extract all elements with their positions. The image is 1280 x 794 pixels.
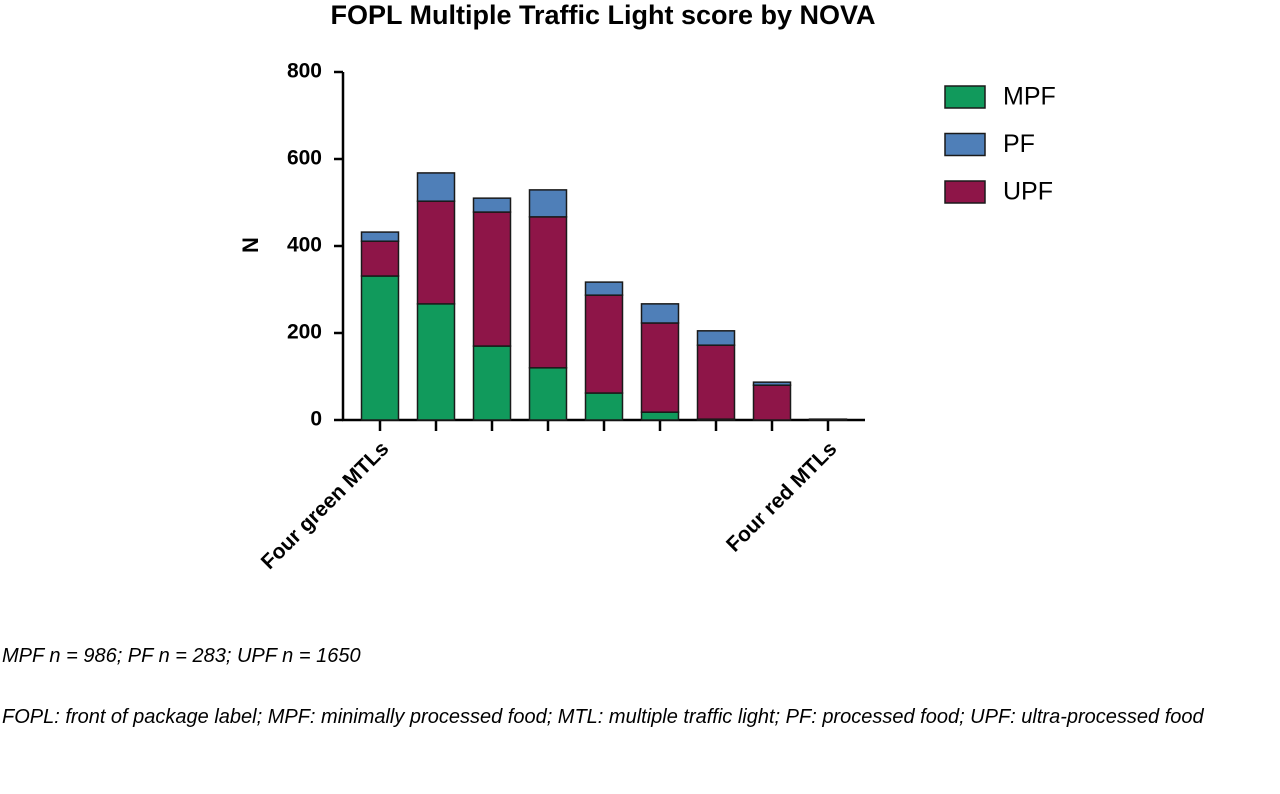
bar-segment [696, 344, 736, 420]
x-tick-label: Four red MTLs [722, 437, 841, 556]
legend-label: MPF [1003, 83, 1056, 111]
bar-segment [584, 392, 624, 421]
bar-segment [360, 231, 400, 242]
legend-swatch [944, 132, 986, 157]
legend-swatch [944, 180, 986, 204]
bar-segment [584, 294, 624, 394]
bar-segment [528, 189, 568, 218]
bar-segment [584, 281, 624, 296]
bar-segment [360, 275, 400, 421]
y-tick-label: 600 [287, 147, 322, 170]
bar-segment [752, 384, 792, 421]
bar-segment [416, 303, 456, 421]
chart-title: FOPL Multiple Traffic Light score by NOV… [330, 0, 875, 30]
y-tick-label: 800 [287, 60, 322, 83]
bar-segment [360, 240, 400, 277]
y-tick-label: 0 [310, 408, 322, 431]
bar-segment [416, 172, 456, 202]
bar-segment [640, 322, 680, 413]
y-tick-label: 200 [287, 321, 322, 344]
bar-segment [696, 330, 736, 346]
caption-counts: MPF n = 986; PF n = 283; UPF n = 1650 [2, 645, 361, 667]
bar-segment [472, 345, 512, 421]
bar-segment [640, 411, 680, 421]
y-tick-label: 400 [287, 234, 322, 257]
y-axis-label: N [238, 237, 263, 253]
bar-segment [416, 200, 456, 305]
caption-abbreviations: FOPL: front of package label; MPF: minim… [2, 706, 1204, 728]
legend-label: UPF [1003, 178, 1053, 206]
bar-segment [472, 197, 512, 213]
x-tick-label: Four green MTLs [257, 437, 394, 574]
chart: FOPL Multiple Traffic Light score by NOV… [238, 0, 1056, 574]
bar-segment [528, 216, 568, 369]
legend-swatch [944, 85, 986, 109]
bar-segment [472, 211, 512, 347]
bar-segment [528, 367, 568, 421]
bar-segment [640, 303, 680, 324]
bar-segment [808, 418, 848, 421]
legend-label: PF [1003, 130, 1035, 158]
bar-segment [752, 381, 792, 386]
